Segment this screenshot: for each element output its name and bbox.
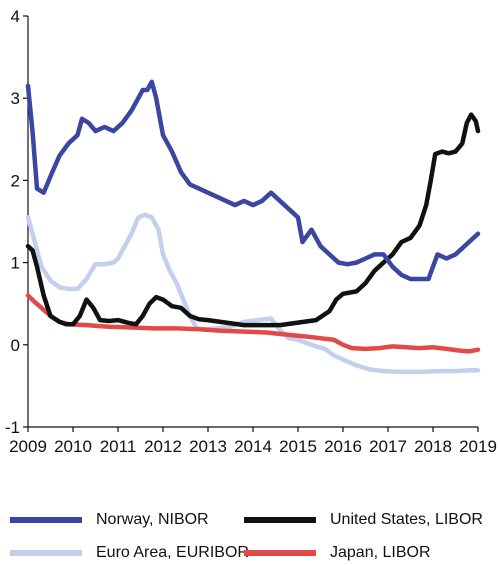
x-tick-label: 2009 <box>9 437 47 456</box>
x-axis-ticks: 2009 2010 2011 2012 2013 2014 2015 2016 2017 2018… <box>9 427 497 456</box>
legend-swatch-euro-area <box>10 550 82 556</box>
legend-label-norway: Norway, NIBOR <box>96 511 209 528</box>
y-tick-label: 1 <box>11 254 20 273</box>
x-tick-label: 2017 <box>369 437 407 456</box>
legend-swatch-japan <box>244 550 316 556</box>
series-layer <box>25 79 481 375</box>
legend-item-norway: Norway, NIBOR <box>10 508 209 532</box>
line-chart: -1 0 1 2 3 4 2009 2010 2011 2012 2013 2014 2015 2016… <box>5 7 497 456</box>
y-tick-label: 2 <box>11 171 20 190</box>
legend: Norway, NIBOR United States, LIBOR Euro … <box>0 488 500 563</box>
x-tick-label: 2010 <box>54 437 92 456</box>
y-tick-label: 3 <box>11 89 20 108</box>
legend-item-japan: Japan, LIBOR <box>244 541 431 565</box>
x-tick-label: 2018 <box>414 437 452 456</box>
x-tick-label: 2012 <box>144 437 182 456</box>
legend-label-japan: Japan, LIBOR <box>330 544 431 561</box>
legend-swatch-united-states <box>244 517 316 523</box>
legend-swatch-norway <box>10 517 82 523</box>
series-line-united-states-libor <box>25 112 481 328</box>
x-tick-label: 2014 <box>234 437 272 456</box>
legend-item-euro-area: Euro Area, EURIBOR <box>10 541 249 565</box>
legend-item-united-states: United States, LIBOR <box>244 508 483 532</box>
series-line-norway-nibor <box>25 79 481 282</box>
legend-label-euro-area: Euro Area, EURIBOR <box>96 544 249 561</box>
legend-label-united-states: United States, LIBOR <box>330 511 483 528</box>
y-tick-label: -1 <box>5 418 20 437</box>
x-tick-label: 2019 <box>459 437 497 456</box>
y-tick-label: 0 <box>11 336 20 355</box>
y-tick-label: 4 <box>11 7 20 26</box>
y-axis-ticks: -1 0 1 2 3 4 <box>5 7 28 437</box>
x-tick-label: 2013 <box>189 437 227 456</box>
x-tick-label: 2015 <box>279 437 317 456</box>
x-tick-label: 2016 <box>324 437 362 456</box>
x-tick-label: 2011 <box>100 437 137 456</box>
